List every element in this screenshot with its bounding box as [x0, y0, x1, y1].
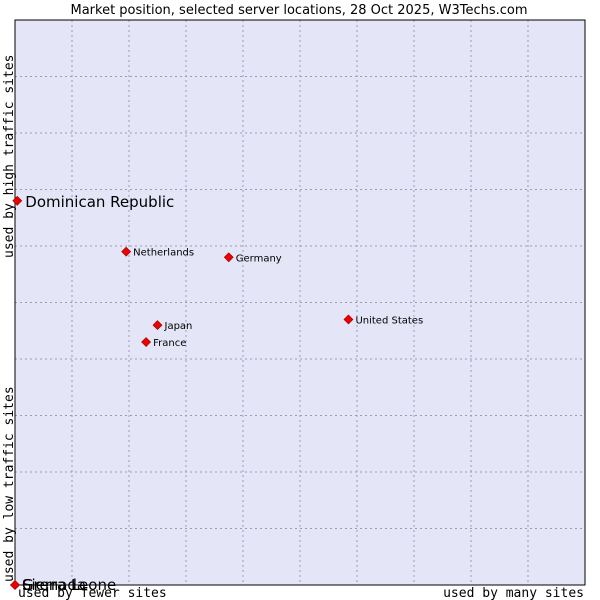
point-marker-germany[interactable]: [223, 252, 234, 263]
y-axis-label-high: used by high traffic sites: [2, 55, 17, 259]
point-label-netherlands: Netherlands: [133, 248, 194, 259]
point-marker-japan[interactable]: [152, 320, 163, 331]
point-marker-france[interactable]: [141, 337, 152, 347]
plot-frame: [14, 19, 586, 586]
chart-title: Market position, selected server locatio…: [70, 3, 527, 18]
x-axis-label-fewer: used by fewer sites: [18, 586, 167, 600]
point-label-japan: Japan: [164, 321, 193, 332]
data-points: Dominican Republic Netherlands Germany Unit…: [10, 193, 423, 594]
point-marker-sierra-leone[interactable]: [10, 580, 20, 590]
x-axis-label-many: used by many sites: [443, 586, 584, 600]
point-label-grenada: Grenada: [22, 576, 86, 594]
point-label-sierra-leone: Sierra Leone: [22, 576, 116, 594]
y-axis-label-low: used by low traffic sites: [2, 386, 17, 582]
grid-lines: [15, 20, 585, 585]
point-label-united-states: United States: [355, 315, 423, 326]
point-label-dominican-republic: Dominican Republic: [25, 193, 174, 211]
point-label-germany: Germany: [236, 253, 282, 264]
point-label-france: France: [153, 338, 186, 349]
point-marker-united-states[interactable]: [343, 314, 354, 325]
point-marker-netherlands[interactable]: [121, 246, 132, 257]
point-marker-dominican-republic[interactable]: [12, 195, 23, 206]
